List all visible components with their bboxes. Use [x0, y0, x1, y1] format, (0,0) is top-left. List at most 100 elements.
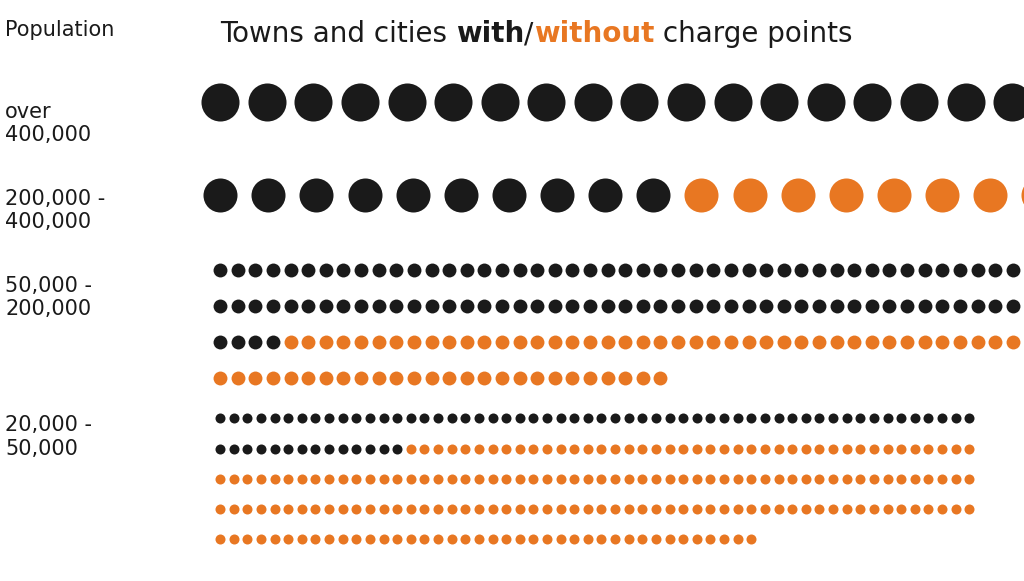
Point	[1004, 97, 1020, 106]
Point	[283, 374, 299, 383]
Point	[687, 266, 703, 275]
Point	[607, 474, 624, 483]
Point	[280, 474, 297, 483]
Point	[240, 535, 256, 544]
Point	[549, 190, 565, 199]
Point	[688, 444, 705, 453]
Point	[817, 97, 834, 106]
Point	[757, 414, 773, 423]
Point	[798, 444, 814, 453]
Point	[511, 302, 527, 311]
Point	[453, 190, 469, 199]
Point	[607, 504, 624, 514]
Point	[471, 474, 487, 483]
Text: without: without	[534, 20, 654, 48]
Point	[240, 474, 256, 483]
Point	[934, 504, 950, 514]
Point	[525, 444, 542, 453]
Point	[430, 414, 446, 423]
Point	[882, 266, 898, 275]
Point	[353, 374, 370, 383]
Point	[492, 97, 508, 106]
Point	[494, 374, 510, 383]
Point	[798, 504, 814, 514]
Point	[828, 266, 845, 275]
Point	[512, 535, 528, 544]
Point	[225, 474, 242, 483]
Point	[729, 414, 745, 423]
Point	[729, 504, 745, 514]
Point	[687, 302, 703, 311]
Point	[934, 414, 950, 423]
Point	[593, 474, 609, 483]
Point	[459, 338, 475, 347]
Point	[880, 444, 896, 453]
Point	[617, 338, 634, 347]
Point	[321, 535, 337, 544]
Point	[693, 190, 710, 199]
Text: charge points: charge points	[654, 20, 853, 48]
Point	[906, 504, 923, 514]
Point	[784, 414, 801, 423]
Point	[688, 414, 705, 423]
Point	[547, 374, 563, 383]
Point	[828, 302, 845, 311]
Point	[443, 414, 460, 423]
Text: /: /	[524, 20, 534, 48]
Point	[361, 504, 378, 514]
Point	[1005, 338, 1021, 347]
Point	[511, 266, 527, 275]
Point	[770, 504, 786, 514]
Point	[511, 374, 527, 383]
Point	[987, 338, 1004, 347]
Point	[353, 338, 370, 347]
Point	[921, 444, 937, 453]
Point	[225, 444, 242, 453]
Point	[229, 338, 246, 347]
Point	[740, 338, 757, 347]
Point	[348, 535, 365, 544]
Point	[335, 302, 351, 311]
Point	[846, 338, 862, 347]
Point	[253, 474, 269, 483]
Point	[775, 266, 792, 275]
Point	[740, 302, 757, 311]
Point	[893, 414, 909, 423]
Point	[430, 474, 446, 483]
Point	[335, 338, 351, 347]
Point	[258, 97, 274, 106]
Point	[886, 190, 902, 199]
Point	[758, 338, 774, 347]
Point	[824, 444, 841, 453]
Point	[675, 474, 691, 483]
Point	[811, 474, 827, 483]
Point	[476, 266, 493, 275]
Point	[652, 374, 669, 383]
Point	[934, 266, 950, 275]
Point	[723, 266, 739, 275]
Point	[852, 414, 868, 423]
Point	[880, 414, 896, 423]
Point	[824, 474, 841, 483]
Point	[212, 504, 228, 514]
Point	[212, 302, 228, 311]
Point	[617, 302, 634, 311]
Point	[839, 414, 855, 423]
Point	[597, 190, 613, 199]
Point	[582, 266, 598, 275]
Point	[553, 535, 569, 544]
Point	[706, 302, 722, 311]
Point	[670, 302, 686, 311]
Point	[580, 535, 596, 544]
Point	[260, 190, 276, 199]
Point	[376, 474, 392, 483]
Point	[607, 414, 624, 423]
Point	[770, 444, 786, 453]
Point	[947, 444, 964, 453]
Point	[716, 474, 732, 483]
Point	[688, 474, 705, 483]
Point	[300, 266, 316, 275]
Point	[863, 266, 880, 275]
Point	[564, 266, 581, 275]
Point	[566, 535, 583, 544]
